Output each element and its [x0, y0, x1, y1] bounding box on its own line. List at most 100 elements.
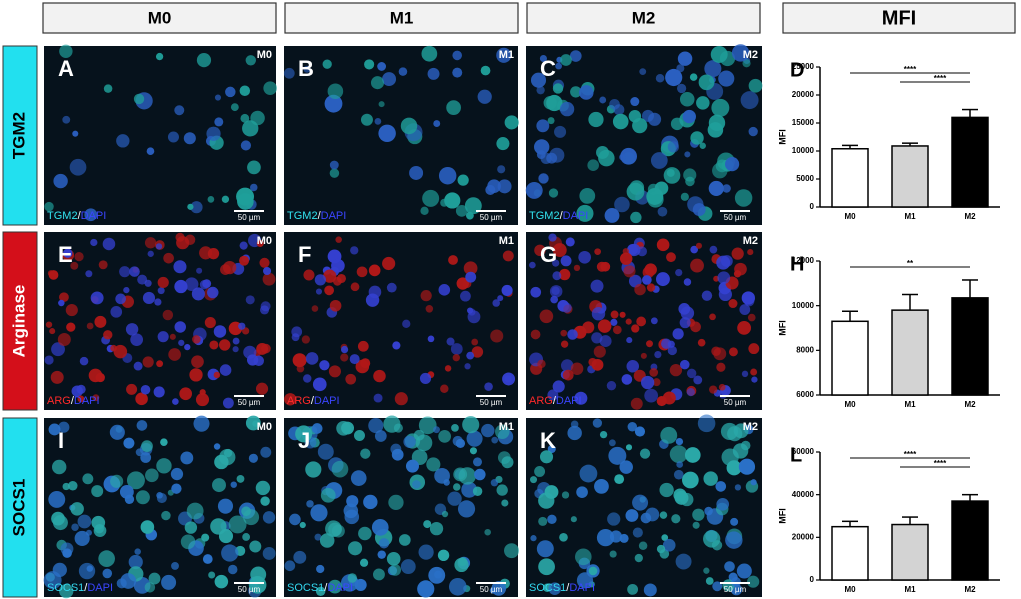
cell — [718, 70, 735, 87]
cell — [221, 195, 230, 203]
bar — [891, 145, 929, 208]
cell — [419, 372, 432, 385]
cell — [538, 558, 555, 576]
panel-tag: M0 — [257, 235, 272, 247]
cell — [539, 450, 554, 464]
cell — [446, 100, 461, 115]
cell — [420, 206, 429, 215]
cell — [704, 506, 713, 516]
cell — [740, 91, 759, 110]
stain-label: ARG/DAPI — [287, 395, 340, 407]
cell — [597, 319, 612, 333]
cell — [692, 521, 700, 529]
cell — [126, 471, 145, 490]
cell — [536, 86, 545, 95]
row-label: TGM2 — [9, 112, 28, 159]
cell — [420, 290, 432, 302]
cell — [255, 382, 269, 395]
cell — [698, 74, 715, 91]
cell — [747, 575, 760, 588]
cell — [466, 351, 475, 360]
cell — [626, 337, 633, 344]
cell — [736, 563, 752, 579]
cell — [712, 162, 728, 179]
cell — [741, 291, 756, 305]
cell — [350, 246, 359, 255]
stain-part: DAPI — [569, 582, 595, 594]
stain-part: / — [84, 582, 88, 594]
stain-part: / — [71, 395, 75, 407]
cell — [124, 494, 135, 505]
cell — [632, 118, 648, 134]
cell — [530, 535, 537, 542]
cell — [170, 467, 184, 481]
cell — [368, 418, 384, 434]
cell — [713, 347, 727, 361]
cell — [646, 283, 656, 292]
cell — [350, 470, 367, 486]
cell — [130, 333, 144, 347]
cell — [225, 86, 236, 98]
cell — [578, 85, 594, 100]
cell — [612, 113, 629, 130]
cell — [156, 458, 172, 474]
cell — [382, 256, 396, 271]
cell — [77, 395, 85, 403]
cell — [250, 110, 265, 126]
micrograph — [526, 414, 762, 597]
cell — [86, 322, 94, 330]
cell — [418, 544, 434, 560]
cell — [474, 468, 486, 481]
cell — [53, 173, 68, 189]
cell — [423, 520, 432, 529]
cell — [77, 514, 92, 529]
x-tick-label: M2 — [964, 585, 976, 594]
cell — [682, 471, 699, 489]
cell — [491, 436, 499, 444]
cell — [693, 375, 703, 385]
cell — [199, 389, 206, 396]
stain-part: SOCS1 — [287, 582, 324, 594]
cell — [223, 448, 233, 458]
cell — [295, 425, 313, 443]
cell — [184, 343, 191, 351]
cell — [245, 415, 261, 431]
cell — [594, 248, 601, 255]
cell — [374, 118, 382, 125]
cell — [140, 520, 155, 534]
cell — [732, 443, 749, 459]
stain-part: DAPI — [74, 395, 100, 407]
cell — [536, 119, 550, 133]
micrograph — [525, 44, 763, 225]
cell — [370, 76, 385, 90]
cell — [690, 258, 704, 273]
cell — [550, 295, 559, 304]
cell — [425, 305, 434, 313]
cell — [187, 203, 194, 210]
panel-tag: M0 — [257, 421, 272, 433]
cell — [119, 266, 131, 278]
cell — [529, 261, 536, 269]
cell — [133, 93, 145, 105]
cell — [85, 529, 92, 536]
cell — [60, 542, 74, 556]
cell — [283, 67, 295, 79]
cell — [184, 521, 198, 534]
y-tick-label: 20000 — [792, 532, 815, 541]
cell — [236, 474, 245, 483]
bar — [951, 297, 989, 396]
cell — [612, 325, 622, 335]
cell — [214, 574, 229, 589]
panel-letter: A — [58, 56, 74, 81]
cell — [340, 345, 349, 354]
cell — [540, 152, 552, 164]
bar — [891, 523, 929, 581]
stain-part: DAPI — [81, 210, 107, 222]
cell — [708, 180, 724, 196]
cell — [485, 184, 496, 195]
cell — [183, 132, 196, 145]
cell — [141, 440, 153, 453]
cell — [144, 237, 157, 249]
cell — [398, 534, 411, 546]
cell — [317, 443, 334, 460]
